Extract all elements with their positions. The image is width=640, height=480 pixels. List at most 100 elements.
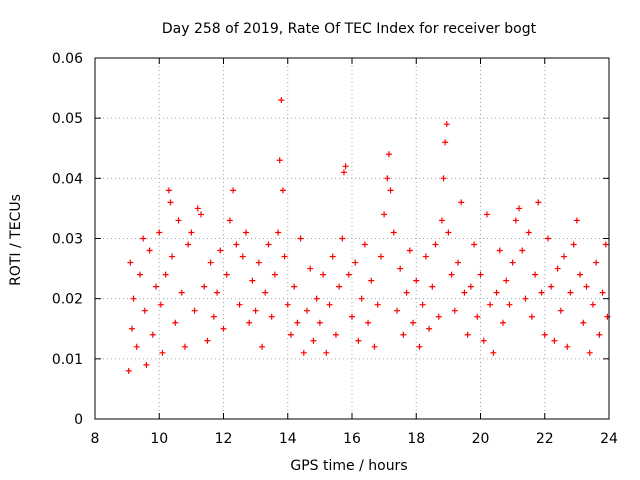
data-point: [374, 301, 381, 308]
data-point: [217, 247, 224, 254]
data-point: [316, 319, 323, 326]
x-tick-label: 16: [343, 431, 361, 447]
data-point: [342, 163, 349, 170]
data-point: [220, 325, 227, 332]
data-point: [551, 337, 558, 344]
data-point: [561, 253, 568, 260]
y-tick-label: 0: [74, 412, 83, 428]
data-point: [410, 319, 417, 326]
data-point: [512, 217, 519, 224]
data-point: [332, 331, 339, 338]
data-point: [175, 217, 182, 224]
data-point: [541, 331, 548, 338]
data-point: [304, 307, 311, 314]
data-point: [355, 337, 362, 344]
data-point: [128, 325, 135, 332]
data-point: [223, 271, 230, 278]
axis-ticks: 8 10 12 14 16 18 20 22 24 0 0.01 0.02 0.03 0.04 0.05 0.…: [52, 51, 618, 447]
data-point: [349, 313, 355, 320]
data-point: [157, 301, 164, 308]
data-point: [249, 277, 256, 284]
data-point: [271, 271, 278, 278]
data-point: [499, 319, 506, 326]
data-point: [593, 259, 600, 266]
data-point: [416, 343, 423, 350]
data-point: [506, 301, 513, 308]
data-point: [573, 217, 580, 224]
data-point: [279, 187, 286, 194]
data-point: [268, 313, 275, 320]
x-tick-label: 22: [536, 431, 554, 447]
data-point: [275, 229, 282, 236]
data-point: [544, 235, 551, 242]
data-point: [525, 229, 532, 236]
data-point: [390, 229, 397, 236]
data-point: [172, 319, 179, 326]
data-point: [432, 241, 439, 248]
data-point: [445, 229, 452, 236]
data-point: [461, 289, 468, 296]
data-point: [377, 253, 384, 260]
data-point: [487, 301, 494, 308]
data-point: [567, 289, 574, 296]
data-point: [397, 265, 404, 272]
data-point: [188, 229, 195, 236]
data-point: [483, 211, 490, 218]
x-tick-label: 12: [215, 431, 233, 447]
data-point: [583, 283, 590, 290]
data-point: [516, 205, 523, 212]
data-point: [242, 229, 249, 236]
data-point: [538, 289, 545, 296]
data-point: [310, 337, 317, 344]
data-point: [426, 325, 433, 332]
data-point: [149, 331, 156, 338]
x-tick-label: 8: [91, 431, 100, 447]
data-point: [127, 259, 134, 266]
data-point: [419, 301, 426, 308]
data-point: [281, 253, 288, 260]
y-tick-label: 0.02: [52, 292, 83, 308]
data-point: [320, 271, 327, 278]
data-point: [471, 241, 478, 248]
data-point: [577, 271, 584, 278]
data-point: [477, 271, 484, 278]
x-axis-label: GPS time / hours: [290, 458, 407, 474]
data-point: [169, 253, 176, 260]
data-point: [194, 205, 201, 212]
data-point: [201, 283, 208, 290]
data-point: [442, 139, 449, 146]
data-point: [265, 241, 272, 248]
data-point: [130, 295, 137, 302]
data-point: [554, 265, 561, 272]
data-point: [323, 349, 330, 356]
data-point: [178, 289, 185, 296]
data-point: [403, 289, 410, 296]
y-tick-label: 0.01: [52, 352, 83, 368]
data-point: [345, 271, 352, 278]
x-tick-label: 18: [407, 431, 425, 447]
data-point: [435, 313, 442, 320]
data-point: [564, 343, 571, 350]
data-point: [255, 259, 262, 266]
data-point: [236, 301, 243, 308]
data-point: [246, 319, 253, 326]
data-point: [307, 265, 314, 272]
y-tick-label: 0.06: [52, 51, 83, 67]
data-point: [429, 283, 436, 290]
data-point: [198, 211, 205, 218]
data-point: [284, 301, 291, 308]
data-point: [287, 331, 294, 338]
data-point: [278, 97, 285, 104]
data-point: [313, 295, 320, 302]
data-point: [146, 247, 153, 254]
data-point: [185, 241, 192, 248]
data-point: [230, 187, 237, 194]
data-point: [294, 319, 301, 326]
y-tick-label: 0.05: [52, 111, 83, 127]
data-point: [580, 319, 587, 326]
data-point: [381, 211, 388, 218]
data-point: [509, 259, 516, 266]
data-point: [143, 361, 150, 368]
data-point: [167, 199, 174, 206]
